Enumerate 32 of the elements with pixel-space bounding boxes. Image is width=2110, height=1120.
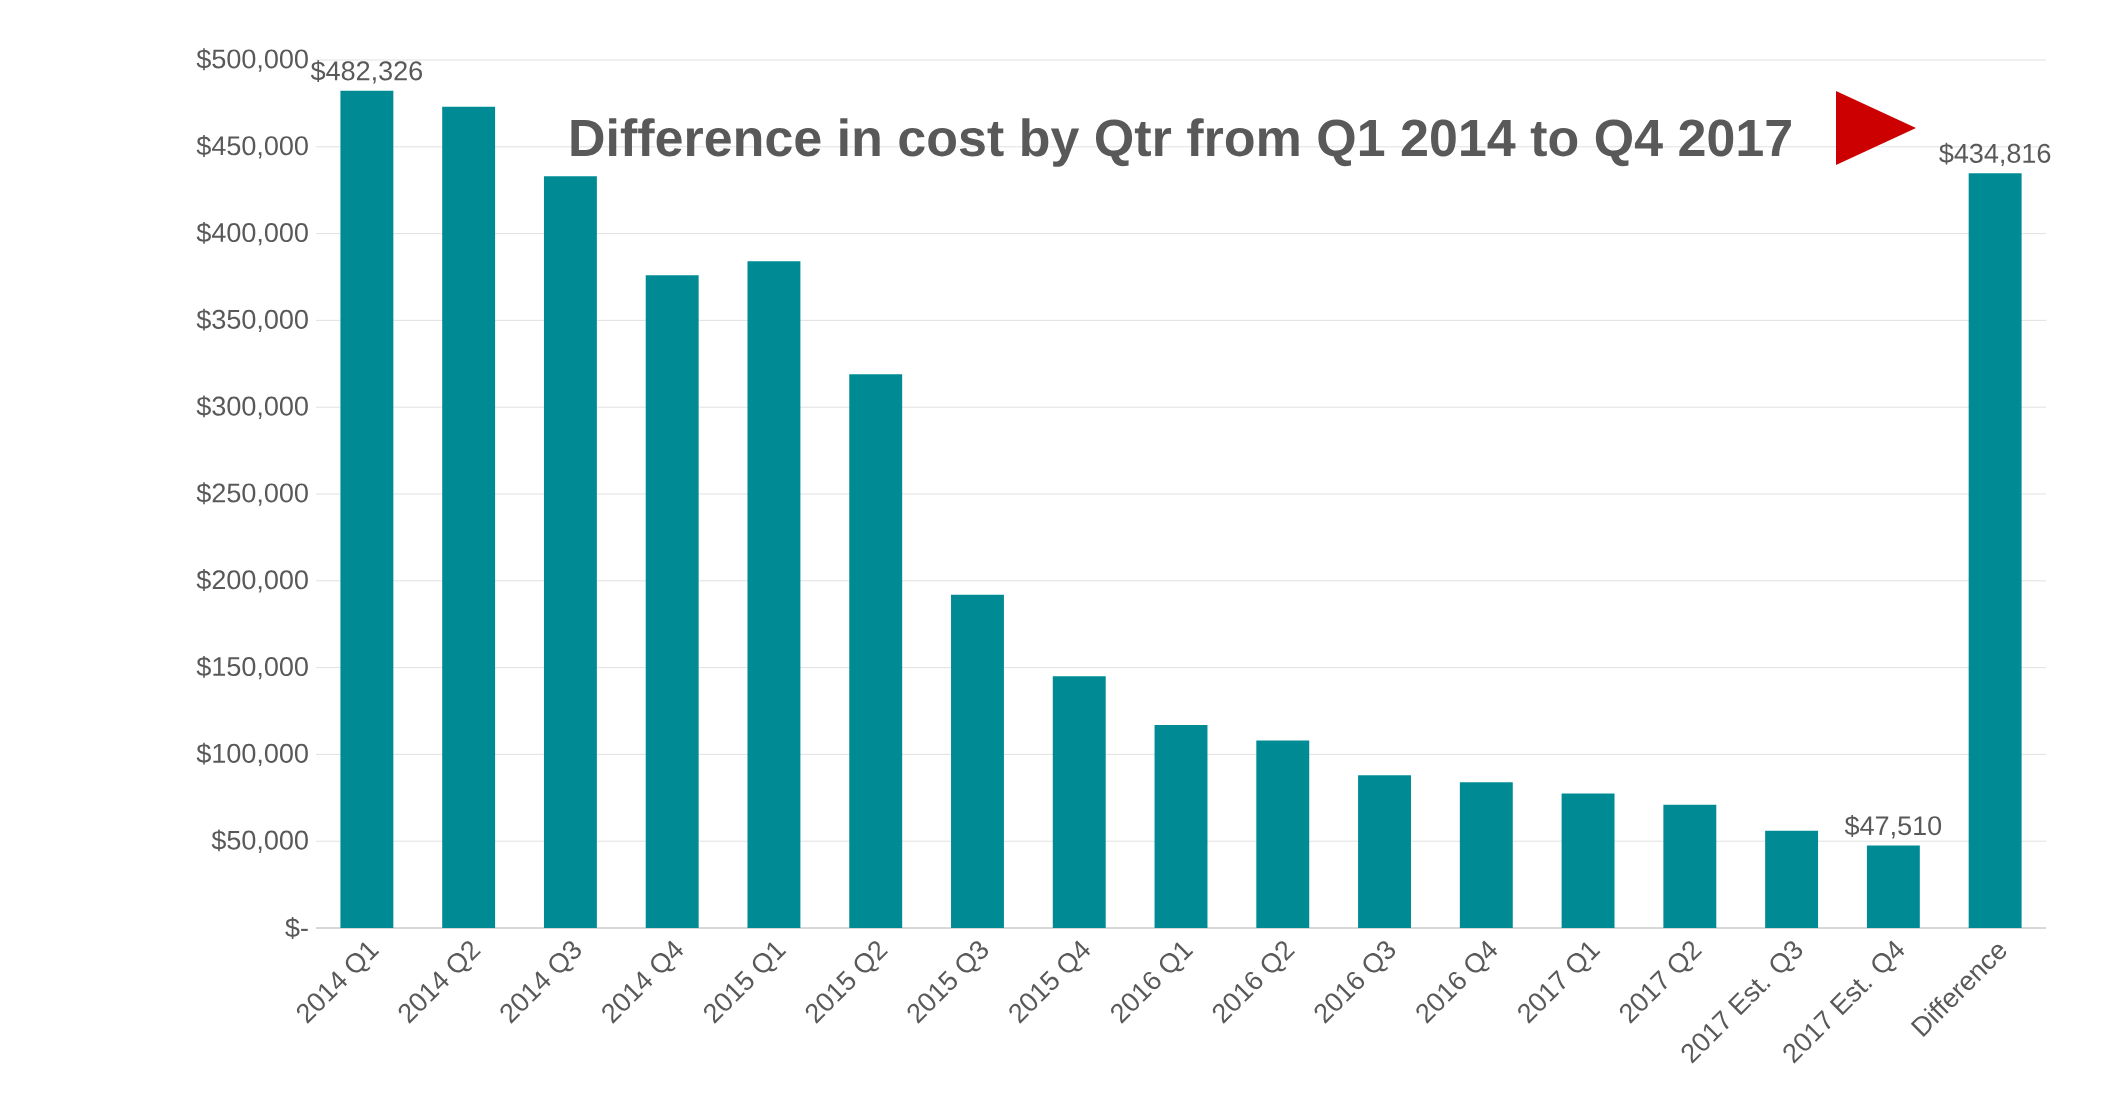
bar [1052, 676, 1106, 928]
y-tick-label: $100,000 [196, 742, 308, 767]
data-label: $482,326 [310, 60, 422, 84]
bar [442, 106, 496, 928]
bar [1154, 724, 1208, 928]
y-tick-label: $150,000 [196, 655, 308, 680]
y-tick-label: $250,000 [196, 482, 308, 506]
y-tick-label: $500,000 [196, 48, 308, 72]
bar [1459, 782, 1513, 928]
bar [340, 90, 394, 928]
bar [543, 176, 597, 928]
bar [1968, 173, 2022, 928]
bar [849, 374, 903, 928]
y-tick-label: $350,000 [196, 308, 308, 333]
y-tick-label: $400,000 [196, 221, 308, 246]
y-tick-label: $- [285, 917, 308, 939]
data-label: $47,510 [1844, 815, 1942, 839]
data-label: $434,816 [1939, 142, 2051, 167]
annotation: Difference in cost by Qtr from Q1 2014 to Q4 2017 [571, 118, 1791, 167]
bar [951, 594, 1004, 928]
bar [1663, 804, 1717, 928]
bar [1561, 793, 1615, 928]
bar [1866, 845, 1920, 928]
y-tick-label: $450,000 [196, 135, 308, 159]
bar [747, 261, 801, 928]
bar [1256, 740, 1310, 928]
bar [1358, 775, 1411, 928]
bar [645, 275, 699, 928]
y-tick-label: $200,000 [196, 569, 308, 593]
y-tick-label: $50,000 [211, 829, 308, 853]
bar [1765, 830, 1819, 928]
y-tick-label: $300,000 [196, 395, 308, 419]
